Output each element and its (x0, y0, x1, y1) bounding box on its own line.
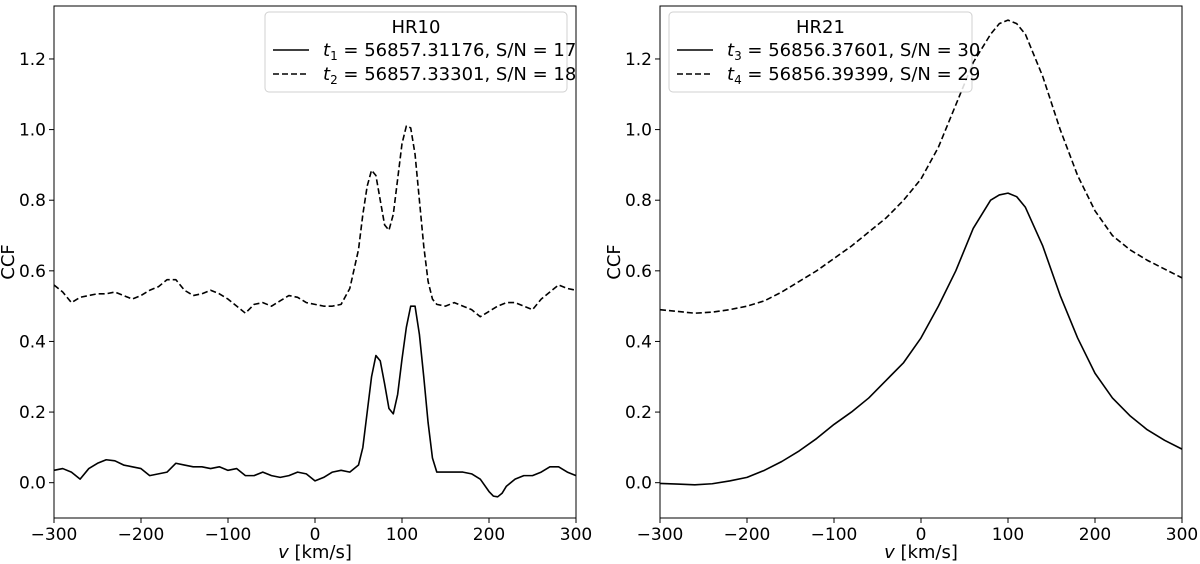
y-tick-label: 0.6 (19, 262, 46, 282)
y-tick-label: 1.2 (625, 50, 652, 70)
y-tick-label: 0.6 (625, 262, 652, 282)
legend-title: HR10 (392, 17, 441, 38)
series-line-t1 (53, 305, 577, 498)
y-tick-label: 0.4 (625, 332, 652, 352)
x-tick-label: 0 (310, 525, 321, 545)
y-axis-label: CCF (604, 244, 625, 280)
x-tick-label: 300 (560, 525, 592, 545)
legend-box (264, 11, 568, 93)
hr10-panel: −300 −200 −100 0 100 200 300 0.0 0.2 0.4 0.6 0.8 1.0… (0, 5, 592, 563)
y-tick-label: 0.2 (19, 403, 46, 423)
y-tick-label: 1.0 (19, 121, 46, 141)
y-axis-label: CCF (0, 244, 19, 280)
legend-entry-t1: t1 = 56857.31176, S/N = 17 (323, 40, 576, 63)
y-tick-label: 0.0 (19, 474, 46, 494)
x-tick-label: −300 (31, 525, 78, 545)
x-tick-label: 100 (386, 525, 418, 545)
x-tick-label: 200 (1079, 525, 1111, 545)
x-tick-label: 100 (992, 525, 1024, 545)
y-tick-label: 0.0 (625, 474, 652, 494)
y-tick-label: 0.8 (19, 191, 46, 211)
x-tick-label: 0 (916, 525, 927, 545)
legend-title: HR21 (796, 17, 845, 38)
y-tick-label: 0.8 (625, 191, 652, 211)
x-tick-label: 200 (473, 525, 505, 545)
hr21-panel: −300 −200 −100 0 100 200 300 0.0 0.2 0.4 0.6 0.8 1.0… (604, 5, 1198, 563)
series-line-t3 (659, 192, 1183, 486)
x-tick-label: −200 (118, 525, 165, 545)
legend-entry-t4: t4 = 56856.39399, S/N = 29 (727, 64, 980, 87)
legend-entry-t2: t2 = 56857.33301, S/N = 18 (323, 64, 576, 87)
y-tick-label: 0.2 (625, 403, 652, 423)
y-tick-label: 0.4 (19, 332, 46, 352)
y-tick-label: 1.2 (19, 50, 46, 70)
x-tick-label: 300 (1166, 525, 1198, 545)
x-tick-label: −100 (811, 525, 858, 545)
x-axis-label: v [km/s] (278, 542, 352, 563)
legend-box (668, 11, 973, 93)
y-tick-label: 1.0 (625, 121, 652, 141)
legend-entry-t3: t3 = 56856.37601, S/N = 30 (727, 40, 980, 63)
x-tick-label: −300 (637, 525, 684, 545)
series-line-t4 (659, 19, 1183, 314)
series-line-t2 (53, 125, 577, 318)
x-tick-label: −100 (205, 525, 252, 545)
x-tick-label: −200 (724, 525, 771, 545)
x-axis-label: v [km/s] (884, 542, 958, 563)
